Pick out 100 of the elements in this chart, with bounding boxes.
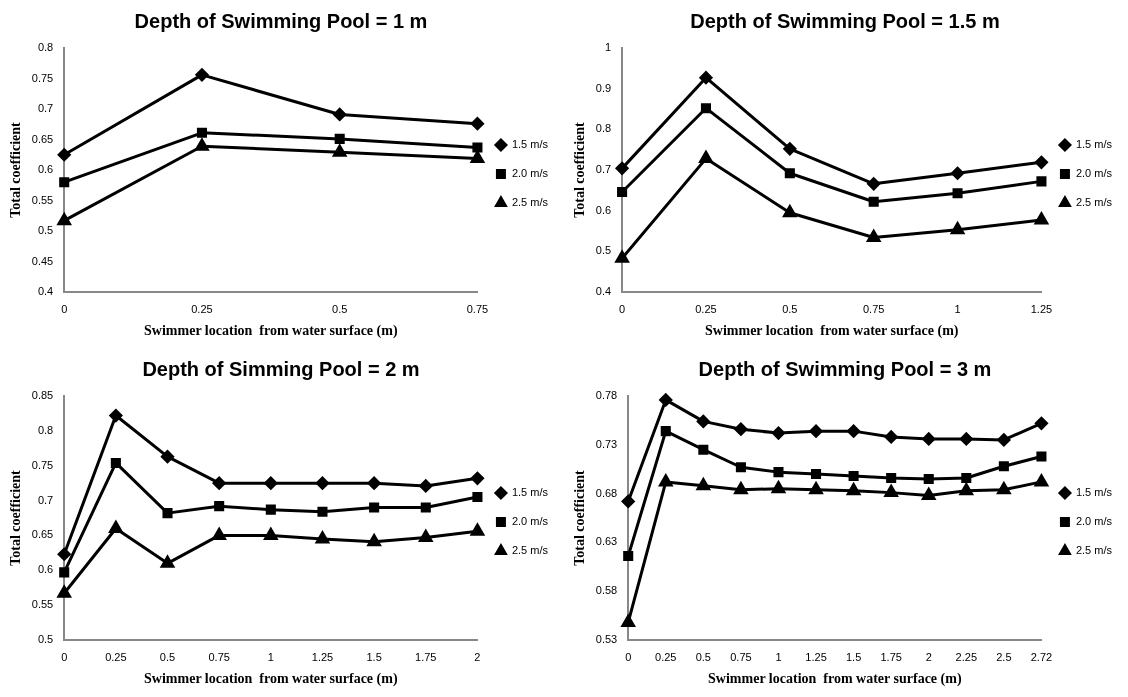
y-tick-label: 0.8 xyxy=(37,41,54,54)
y-tick-label: 0.68 xyxy=(595,486,618,499)
point xyxy=(367,534,381,547)
point xyxy=(333,144,347,157)
point xyxy=(734,482,748,495)
legend-label: 2.5 m/s xyxy=(511,196,549,209)
point xyxy=(472,492,483,503)
point xyxy=(698,444,709,455)
x-tick-label: 1.75 xyxy=(880,650,902,663)
x-axis-title: Swimmer location from water surface (m) xyxy=(705,323,959,340)
x-tick-label: 0.75 xyxy=(862,302,885,315)
point xyxy=(773,467,784,478)
y-tick-label: 0.73 xyxy=(595,437,618,450)
y-tick-label: 0.55 xyxy=(31,193,54,206)
point xyxy=(886,472,897,484)
x-tick-label: 1.5 xyxy=(845,650,862,663)
point xyxy=(621,494,635,508)
y-tick-label: 0.4 xyxy=(595,285,612,298)
point xyxy=(997,433,1011,447)
point xyxy=(317,506,328,517)
x-tick-label: 1 xyxy=(954,302,961,315)
point xyxy=(659,393,673,407)
y-tick-label: 0.75 xyxy=(31,458,54,471)
point xyxy=(617,186,628,197)
point xyxy=(868,196,879,207)
point xyxy=(959,432,973,446)
legend-label: 2.0 m/s xyxy=(1075,515,1113,528)
point xyxy=(950,222,965,235)
x-tick-label: 2.5 xyxy=(996,650,1012,663)
point xyxy=(696,478,711,491)
point xyxy=(162,508,173,519)
point xyxy=(1036,176,1047,187)
x-tick-label: 0.75 xyxy=(730,650,752,663)
legend-label: 1.5 m/s xyxy=(1075,138,1113,151)
point xyxy=(922,432,936,446)
legend-label: 2.0 m/s xyxy=(511,167,549,180)
point xyxy=(771,481,786,494)
x-tick-label: 1.75 xyxy=(415,650,437,663)
point xyxy=(884,485,898,498)
point xyxy=(771,426,785,440)
y-tick-label: 0.6 xyxy=(37,163,54,176)
y-tick-label: 0.5 xyxy=(37,633,54,646)
point xyxy=(333,107,347,121)
y-tick-label: 0.6 xyxy=(37,563,54,576)
point xyxy=(846,483,861,496)
point xyxy=(264,527,278,540)
point xyxy=(783,205,797,218)
x-axis-title: Swimmer location from water surface (m) xyxy=(144,671,398,688)
y-axis-title: Total coefficient xyxy=(8,469,24,566)
point xyxy=(470,150,485,163)
x-tick-label: 0.5 xyxy=(159,650,176,663)
point xyxy=(623,551,634,562)
chart-title: Depth of Simming Pool = 2 m xyxy=(142,357,420,380)
point xyxy=(212,527,226,540)
x-tick-label: 0.5 xyxy=(782,302,798,315)
point xyxy=(161,450,175,464)
point xyxy=(998,461,1009,472)
x-tick-label: 0 xyxy=(61,650,68,663)
legend-label: 2.5 m/s xyxy=(1075,196,1113,209)
y-tick-label: 0.4 xyxy=(37,285,54,298)
point xyxy=(57,213,71,226)
point xyxy=(783,142,797,156)
x-tick-label: 0 xyxy=(625,650,632,663)
point xyxy=(470,471,484,485)
x-tick-label: 2.72 xyxy=(1030,650,1053,663)
legend-label: 2.5 m/s xyxy=(511,544,549,557)
legend-label: 2.5 m/s xyxy=(1075,544,1113,557)
point xyxy=(784,168,795,179)
x-tick-label: 1.25 xyxy=(311,650,334,663)
x-tick-label: 1 xyxy=(267,650,274,663)
point xyxy=(952,188,963,199)
point xyxy=(57,148,71,162)
point xyxy=(264,476,278,490)
x-tick-label: 0.5 xyxy=(332,302,348,315)
x-tick-label: 2 xyxy=(925,650,932,663)
point xyxy=(196,127,207,138)
y-tick-label: 0.7 xyxy=(595,163,612,176)
point xyxy=(809,424,823,438)
point xyxy=(1034,155,1048,169)
point xyxy=(867,177,881,191)
y-tick-label: 0.58 xyxy=(595,584,618,597)
y-tick-label: 0.65 xyxy=(31,132,54,145)
point xyxy=(472,142,483,153)
x-tick-label: 0.5 xyxy=(695,650,711,663)
point xyxy=(1034,416,1048,430)
point xyxy=(59,177,70,188)
x-tick-label: 1.25 xyxy=(805,650,827,663)
point xyxy=(951,166,965,180)
point xyxy=(997,482,1011,495)
y-tick-label: 0.53 xyxy=(595,633,618,646)
chart-title: Depth of Swimming Pool = 1 m xyxy=(134,9,428,32)
x-axis-title: Swimmer location from water surface (m) xyxy=(708,671,962,688)
point xyxy=(109,520,123,533)
chart-title: Depth of Swimming Pool = 3 m xyxy=(698,357,992,380)
y-tick-label: 0.63 xyxy=(595,535,618,548)
y-tick-label: 0.7 xyxy=(37,102,54,115)
x-tick-label: 0.25 xyxy=(695,302,717,315)
point xyxy=(470,523,485,536)
x-tick-label: 0 xyxy=(61,302,68,315)
point xyxy=(884,430,898,444)
